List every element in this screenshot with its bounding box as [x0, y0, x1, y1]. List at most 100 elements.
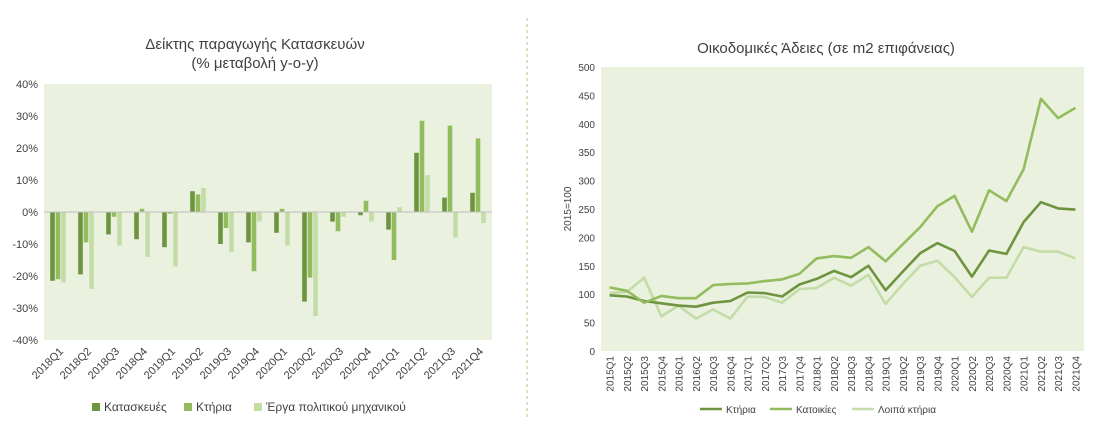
- bar-2-2018Q1: [55, 212, 61, 280]
- bar-3-2018Q3: [117, 212, 122, 246]
- bar-1-2021Q4: [470, 192, 475, 212]
- left-y-tick-label: 0%: [22, 207, 38, 219]
- right-legend-label: Κατοικίες: [796, 404, 837, 416]
- left-legend-label: Κατασκευές: [104, 400, 167, 414]
- bar-1-2018Q2: [78, 212, 83, 275]
- bar-3-2019Q3: [229, 212, 234, 252]
- left-y-tick-label: -30%: [12, 303, 38, 315]
- left-y-tick-label: 10%: [16, 175, 38, 187]
- left-y-tick-label: -10%: [12, 239, 38, 251]
- left-y-tick-label: -40%: [12, 335, 38, 347]
- right-y-tick-label: 500: [578, 63, 595, 74]
- right-x-tick-label: 2018Q2: [830, 356, 841, 392]
- right-x-tick-label: 2019Q2: [899, 356, 910, 392]
- right-x-tick-label: 2017Q2: [761, 356, 772, 392]
- right-x-tick-label: 2019Q4: [933, 356, 944, 392]
- bar-1-2018Q4: [134, 212, 139, 240]
- series-line-3: [609, 245, 1076, 320]
- bar-1-2020Q4: [358, 212, 363, 216]
- right-y-tick-label: 0: [589, 347, 595, 358]
- construction-index-chart: Δείκτης παραγωγής Κατασκευών (% μεταβολή…: [12, 36, 492, 414]
- bar-3-2019Q4: [257, 212, 262, 222]
- bar-3-2020Q1: [285, 212, 290, 246]
- right-y-tick-label: 50: [584, 319, 596, 330]
- bar-2-2020Q3: [335, 212, 341, 232]
- right-x-tick-label: 2020Q4: [1002, 356, 1013, 392]
- right-x-tick-label: 2020Q1: [951, 356, 962, 392]
- left-x-tick-label: 2021Q4: [450, 346, 486, 382]
- bar-1-2018Q1: [50, 212, 55, 281]
- bar-2-2021Q3: [447, 125, 453, 212]
- right-y-tick-label: 400: [578, 120, 595, 131]
- building-permits-chart: Οικοδομικές Άδειες (σε m2 επιφάνειας) 20…: [563, 40, 1084, 416]
- bar-1-2020Q1: [274, 212, 279, 233]
- bar-1-2021Q3: [442, 197, 447, 212]
- series-line-1: [609, 200, 1076, 309]
- bar-2-2020Q2: [307, 212, 313, 278]
- right-plot-area: [601, 67, 1084, 351]
- bar-2-2019Q2: [195, 194, 201, 212]
- right-legend-label: Λοιπά κτήρια: [878, 404, 936, 416]
- bar-1-2019Q4: [246, 212, 251, 243]
- bar-2-2021Q4: [475, 138, 481, 212]
- bar-2-2019Q3: [223, 212, 229, 228]
- left-legend-swatch: [184, 403, 192, 411]
- left-y-tick-label: -20%: [12, 271, 38, 283]
- bar-3-2020Q4: [369, 212, 374, 222]
- right-x-tick-label: 2018Q1: [813, 356, 824, 392]
- right-x-tick-label: 2016Q1: [675, 356, 686, 392]
- right-x-tick-label: 2016Q3: [709, 356, 720, 392]
- right-legend-label: Κτήρια: [726, 404, 756, 416]
- left-chart-title-line2: (% μεταβολή y-o-y): [191, 55, 318, 72]
- left-legend-label: Έργα πολιτικού μηχανικού: [265, 400, 406, 414]
- bar-2-2018Q3: [111, 212, 117, 217]
- series-line-2: [609, 97, 1077, 305]
- left-legend-swatch: [254, 403, 262, 411]
- bar-2-2018Q2: [83, 212, 89, 243]
- left-y-tick-label: 40%: [16, 79, 38, 91]
- right-x-tick-label: 2015Q2: [623, 356, 634, 392]
- bar-2-2021Q1: [391, 212, 397, 260]
- bar-2-2021Q2: [419, 120, 425, 212]
- bar-3-2018Q1: [61, 212, 66, 283]
- bar-1-2019Q2: [190, 191, 195, 212]
- bar-2-2020Q4: [363, 200, 369, 212]
- bar-3-2018Q2: [89, 212, 94, 289]
- left-chart-title-line1: Δείκτης παραγωγής Κατασκευών: [145, 36, 364, 53]
- left-legend-swatch: [92, 403, 100, 411]
- right-x-tick-label: 2016Q4: [726, 356, 737, 392]
- right-y-tick-label: 450: [578, 91, 595, 102]
- right-x-tick-label: 2019Q3: [916, 356, 927, 392]
- right-x-tick-label: 2015Q4: [657, 356, 668, 392]
- bar-3-2019Q2: [201, 188, 206, 212]
- bar-3-2021Q4: [481, 212, 486, 224]
- bar-1-2019Q1: [162, 212, 167, 248]
- right-x-tick-label: 2021Q4: [1071, 356, 1082, 392]
- bar-3-2020Q2: [313, 212, 318, 316]
- right-chart-title: Οικοδομικές Άδειες (σε m2 επιφάνειας): [697, 40, 955, 57]
- right-y-tick-label: 200: [578, 233, 595, 244]
- right-x-tick-label: 2016Q2: [692, 356, 703, 392]
- bar-1-2021Q1: [386, 212, 391, 230]
- bar-3-2021Q1: [397, 207, 402, 212]
- right-x-tick-label: 2018Q3: [847, 356, 858, 392]
- right-x-tick-label: 2017Q4: [795, 356, 806, 392]
- right-x-tick-label: 2020Q2: [968, 356, 979, 392]
- bar-1-2020Q3: [330, 212, 335, 222]
- bar-3-2021Q2: [425, 175, 430, 212]
- right-x-tick-label: 2019Q1: [882, 356, 893, 392]
- right-x-tick-label: 2018Q4: [864, 356, 875, 392]
- left-legend-label: Κτήρια: [196, 400, 232, 414]
- right-x-tick-label: 2015Q3: [640, 356, 651, 392]
- right-y-tick-label: 100: [578, 290, 595, 301]
- bar-3-2021Q3: [453, 212, 458, 238]
- bar-3-2020Q3: [341, 212, 346, 217]
- right-x-tick-label: 2021Q3: [1054, 356, 1065, 392]
- right-x-tick-label: 2021Q1: [1020, 356, 1031, 392]
- right-x-tick-label: 2015Q1: [606, 356, 617, 392]
- bar-1-2019Q3: [218, 212, 223, 244]
- bar-2-2019Q4: [251, 212, 257, 272]
- bar-3-2018Q4: [145, 212, 150, 257]
